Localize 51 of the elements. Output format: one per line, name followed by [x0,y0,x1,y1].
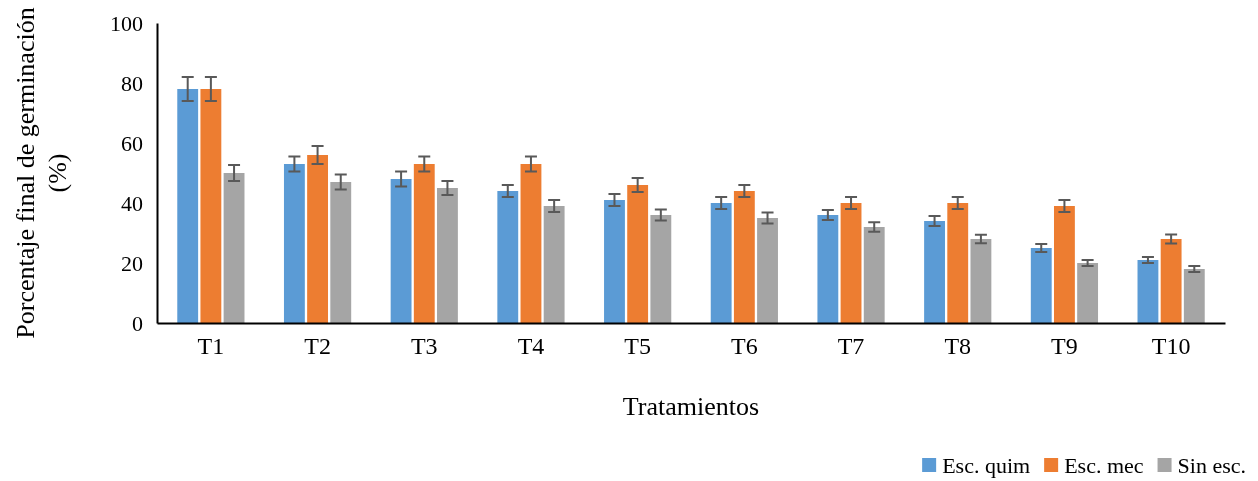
bar [817,215,839,323]
x-tick-label: T1 [197,333,225,360]
bar [177,89,199,323]
bar [1160,239,1182,323]
x-tick-label: T9 [1051,333,1078,360]
bar [840,203,862,323]
bar [437,188,458,323]
legend-label: Sin esc. [1177,453,1246,478]
x-tick-label: T6 [731,333,758,360]
bar [650,215,672,323]
bar [223,173,245,323]
y-tick-label: 80 [121,70,143,96]
y-tick-label: 20 [121,250,143,276]
bar [520,164,542,323]
y-tick-label: 0 [132,310,143,336]
bar [1137,260,1159,323]
x-tick-label: T4 [517,333,545,360]
bar [413,164,435,323]
bar [924,221,945,323]
y-tick-label: 100 [110,10,143,36]
bar [390,179,412,323]
x-tick-label: T10 [1151,333,1191,360]
bar [1183,269,1205,323]
bar [1054,206,1075,323]
bar [970,239,992,323]
x-tick-label: T2 [304,333,331,360]
bar [710,203,732,323]
legend-label: Esc. quim [942,453,1031,478]
y-axis-title: Porcentaje final de germinación (%) [11,7,72,339]
x-tick-label: T8 [944,333,972,360]
bar [330,182,352,323]
y-tick-label: 40 [121,190,143,216]
bar [283,164,305,323]
bar [543,206,565,323]
bar [1077,263,1099,323]
x-tick-label: T7 [837,333,865,360]
bar [757,218,778,323]
bar [863,227,885,323]
bar [497,191,519,323]
x-tick-label: T3 [410,333,438,360]
bar [627,185,649,323]
bar [200,89,222,323]
bar [307,155,328,323]
bar [733,191,755,323]
y-tick-label: 60 [121,130,143,156]
x-axis-title: Tratamientos [622,392,760,421]
legend-label: Esc. mec [1064,453,1144,478]
bar [1030,248,1052,323]
bar [604,200,625,323]
bar [947,203,969,323]
x-tick-label: T5 [624,333,651,360]
